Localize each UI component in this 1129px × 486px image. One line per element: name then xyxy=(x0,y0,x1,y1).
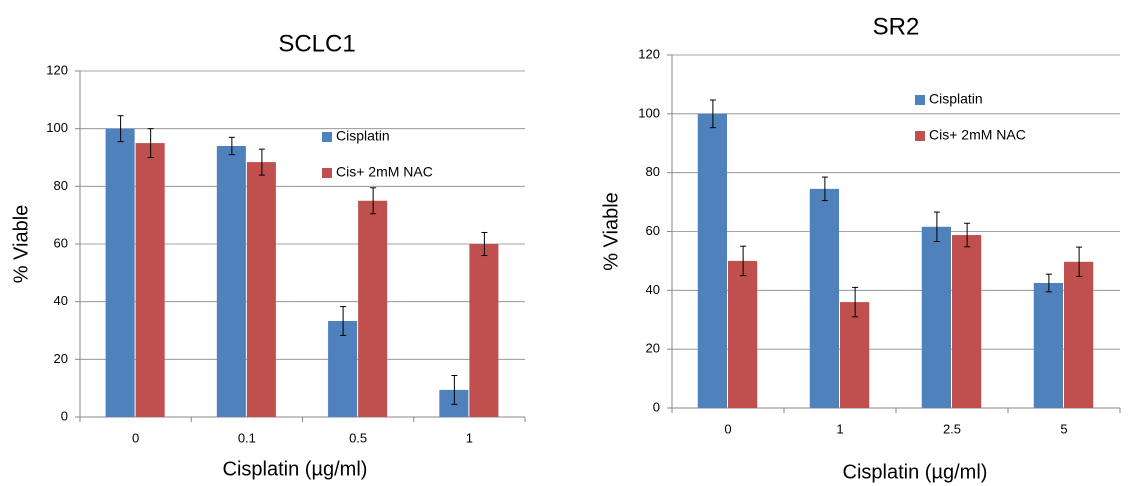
bar xyxy=(952,235,982,408)
legend-swatch xyxy=(915,131,925,141)
bar xyxy=(216,145,246,417)
x-axis-label: Cisplatin (µg/ml) xyxy=(223,458,368,480)
y-tick-label: 80 xyxy=(646,164,660,179)
bar xyxy=(328,320,358,417)
x-tick-label: 0.1 xyxy=(238,430,256,445)
y-tick-label: 120 xyxy=(638,46,660,61)
legend-swatch xyxy=(322,168,332,178)
legend-label: Cis+ 2mM NAC xyxy=(336,164,433,180)
x-tick-label: 0 xyxy=(132,430,139,445)
legend-label: Cisplatin xyxy=(929,91,983,107)
y-tick-label: 40 xyxy=(54,293,68,308)
y-tick-label: 0 xyxy=(653,399,660,414)
x-tick-label: 5 xyxy=(1060,421,1067,436)
bar xyxy=(358,200,388,417)
bar xyxy=(921,226,951,408)
bar xyxy=(840,302,870,408)
legend-label: Cis+ 2mM NAC xyxy=(929,127,1026,143)
bar xyxy=(105,128,135,417)
bar xyxy=(1064,261,1094,408)
y-tick-label: 100 xyxy=(638,105,660,120)
x-tick-label: 1 xyxy=(466,430,473,445)
legend-swatch xyxy=(915,95,925,105)
bar xyxy=(809,188,839,408)
x-tick-label: 2.5 xyxy=(943,421,961,436)
x-axis-label: Cisplatin (µg/ml) xyxy=(843,461,988,483)
y-tick-label: 100 xyxy=(46,120,68,135)
chart-title: SCLC1 xyxy=(278,30,355,57)
y-tick-label: 80 xyxy=(54,178,68,193)
bar xyxy=(697,113,727,408)
y-tick-label: 120 xyxy=(46,62,68,77)
x-tick-label: 1 xyxy=(836,421,843,436)
bar xyxy=(135,143,165,418)
y-tick-label: 0 xyxy=(61,408,68,423)
y-tick-label: 60 xyxy=(646,223,660,238)
y-tick-label: 20 xyxy=(54,351,68,366)
bar xyxy=(246,162,276,417)
bar xyxy=(469,244,499,417)
x-tick-label: 0.5 xyxy=(349,430,367,445)
x-tick-label: 0 xyxy=(724,421,731,436)
y-tick-label: 20 xyxy=(646,341,660,356)
y-axis-label: % Viable xyxy=(600,192,622,271)
y-tick-label: 60 xyxy=(54,235,68,250)
bar xyxy=(1033,282,1063,408)
chart-title: SR2 xyxy=(873,13,920,40)
y-tick-label: 40 xyxy=(646,282,660,297)
y-axis-label: % Viable xyxy=(10,205,32,284)
bar xyxy=(728,260,758,408)
legend-swatch xyxy=(322,132,332,142)
legend-label: Cisplatin xyxy=(336,128,390,144)
